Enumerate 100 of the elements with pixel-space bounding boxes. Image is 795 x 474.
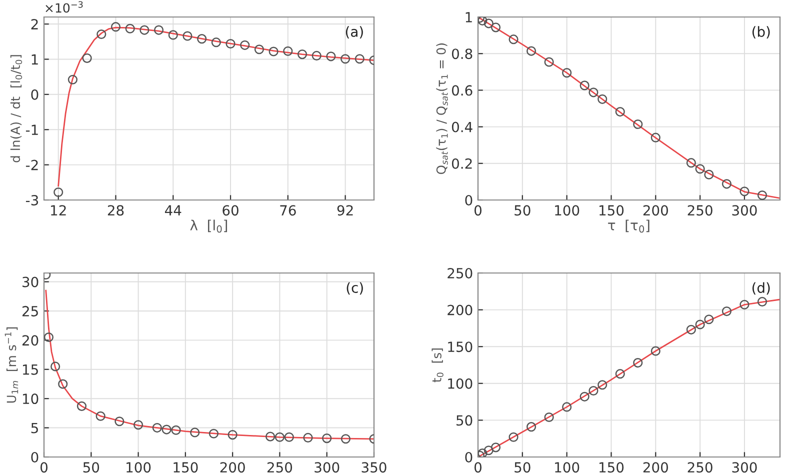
y-tick-label: 15 bbox=[22, 364, 38, 375]
point bbox=[322, 434, 332, 444]
point bbox=[208, 428, 219, 438]
point bbox=[58, 379, 68, 389]
point bbox=[484, 18, 494, 28]
annotation: (d) bbox=[752, 282, 770, 295]
point bbox=[297, 50, 308, 60]
point bbox=[152, 423, 162, 433]
point bbox=[562, 402, 572, 412]
point bbox=[312, 50, 322, 61]
point bbox=[254, 44, 264, 54]
y-tick-label: 0.6 bbox=[452, 85, 472, 96]
text: Q$_{sat}$(τ$_{1}$) / Q$_{sat}$(τ$_{1}$ = 0) bbox=[436, 43, 448, 174]
point bbox=[490, 22, 501, 32]
x-tick-label: 0 bbox=[474, 205, 482, 216]
point bbox=[695, 320, 705, 330]
x-tick-label: 50 bbox=[514, 205, 530, 216]
y-tick-label: 0 bbox=[31, 89, 38, 100]
point bbox=[615, 107, 625, 117]
point bbox=[615, 369, 625, 379]
point bbox=[598, 380, 608, 390]
point bbox=[284, 432, 294, 442]
y-tick-label: 0 bbox=[465, 194, 472, 206]
y-tick-label: 250 bbox=[448, 268, 472, 278]
y-tick-label: -2 bbox=[26, 160, 38, 170]
x-tick-label: 350 bbox=[362, 462, 386, 473]
x-tick-label: 100 bbox=[126, 462, 151, 473]
point bbox=[96, 411, 106, 421]
point bbox=[82, 53, 92, 63]
y-tick-label: 30 bbox=[22, 276, 38, 288]
point bbox=[544, 412, 554, 422]
point bbox=[168, 30, 178, 40]
point bbox=[226, 38, 236, 49]
x-tick-label: 44 bbox=[164, 205, 182, 216]
point bbox=[190, 428, 200, 438]
point bbox=[76, 401, 87, 411]
x-tick-label: 200 bbox=[643, 205, 668, 216]
y-tick-label: 150 bbox=[448, 342, 472, 352]
x-tick-label: 0 bbox=[474, 462, 482, 473]
point bbox=[526, 46, 536, 56]
point bbox=[354, 54, 364, 64]
point bbox=[598, 94, 608, 104]
point bbox=[650, 346, 660, 356]
point bbox=[650, 132, 660, 142]
point bbox=[114, 416, 124, 426]
y-tick-label: 0.8 bbox=[452, 48, 472, 60]
point bbox=[197, 34, 207, 44]
point bbox=[508, 34, 518, 44]
point bbox=[757, 190, 768, 200]
point bbox=[633, 119, 643, 130]
x-tick-label: 300 bbox=[732, 462, 757, 473]
y-tick-label: 2 bbox=[31, 19, 38, 30]
point bbox=[228, 430, 238, 440]
point bbox=[704, 170, 714, 180]
point bbox=[140, 25, 150, 35]
x-tick-label: 250 bbox=[688, 462, 712, 473]
x-tick-label: 0 bbox=[40, 462, 48, 473]
x-tick-label: 50 bbox=[514, 462, 530, 473]
point bbox=[588, 386, 598, 396]
x-tick-label: 300 bbox=[732, 205, 757, 216]
point bbox=[110, 22, 121, 32]
point bbox=[695, 164, 705, 174]
point bbox=[340, 54, 350, 64]
point bbox=[633, 358, 643, 368]
y-tick-label: 1 bbox=[466, 12, 472, 22]
point bbox=[580, 392, 590, 402]
y-tick-label: 0.4 bbox=[452, 122, 472, 132]
point bbox=[50, 362, 60, 372]
point bbox=[478, 448, 488, 457]
x-tick-label: 250 bbox=[688, 205, 712, 216]
point bbox=[722, 179, 732, 189]
y-tick-label: 100 bbox=[448, 378, 472, 389]
point bbox=[740, 186, 750, 196]
point bbox=[96, 29, 106, 40]
point bbox=[580, 80, 590, 90]
point bbox=[274, 432, 285, 442]
y-tick-label: 200 bbox=[448, 304, 472, 316]
point bbox=[44, 332, 54, 342]
y-tick-label: 25 bbox=[22, 306, 38, 316]
y-tick-label: -3 bbox=[26, 194, 38, 206]
point bbox=[757, 296, 768, 306]
point bbox=[240, 40, 250, 50]
point bbox=[68, 74, 78, 84]
point bbox=[722, 306, 732, 316]
point bbox=[484, 446, 494, 456]
x-tick-label: 100 bbox=[555, 462, 580, 473]
y-axis-title: t$_{0}$ [s] bbox=[432, 348, 444, 382]
y-tick-label: 0.2 bbox=[452, 158, 472, 169]
x-tick-label: 60 bbox=[222, 205, 238, 216]
x-tick-label: 100 bbox=[555, 205, 580, 216]
point bbox=[125, 24, 135, 34]
point bbox=[478, 17, 488, 26]
y-tick-label: 1 bbox=[32, 54, 38, 65]
x-tick-label: 150 bbox=[174, 462, 198, 473]
point bbox=[154, 25, 164, 35]
point bbox=[162, 424, 172, 434]
y-tick-label: 0 bbox=[31, 452, 38, 462]
point bbox=[686, 158, 696, 168]
point bbox=[704, 314, 714, 324]
point bbox=[171, 425, 181, 435]
